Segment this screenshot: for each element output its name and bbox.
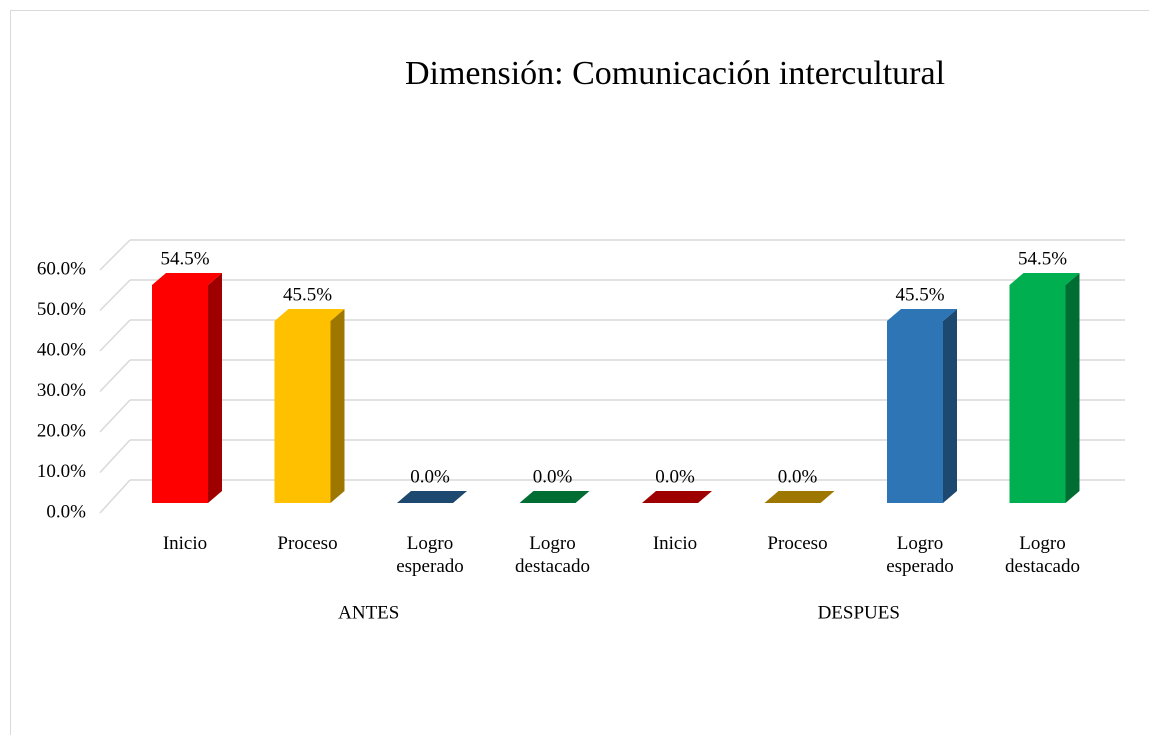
bar-side	[943, 309, 957, 503]
bar	[764, 491, 835, 503]
data-label: 0.0%	[533, 466, 573, 487]
data-label: 45.5%	[283, 284, 332, 305]
grid-line-side	[99, 439, 131, 474]
bar-front	[1009, 285, 1066, 503]
bar-top	[152, 273, 222, 285]
data-label: 0.0%	[655, 466, 695, 487]
bar-front	[887, 321, 943, 503]
bar-top	[397, 491, 467, 503]
data-label: 0.0%	[410, 466, 450, 487]
y-tick-label: 50.0%	[37, 299, 86, 320]
x-tick-label: Proceso	[767, 533, 828, 554]
x-tick-label: Inicio	[652, 533, 698, 554]
bar-top	[642, 491, 712, 503]
x-tick-label: Logro esperado	[396, 533, 464, 577]
data-label: 45.5%	[895, 284, 944, 305]
bar	[274, 309, 345, 503]
bar	[397, 491, 467, 503]
bar	[152, 273, 222, 503]
bar-top	[1009, 273, 1080, 285]
bar-top	[274, 309, 345, 321]
bar-front	[152, 285, 208, 503]
y-tick-label: 40.0%	[37, 339, 86, 360]
y-tick-label: 0.0%	[46, 501, 86, 522]
data-label: 54.5%	[1018, 248, 1067, 269]
bar-top	[764, 491, 835, 503]
y-tick-label: 30.0%	[37, 380, 86, 401]
x-tick-label: Inicio	[162, 533, 208, 554]
bar-side	[330, 309, 345, 503]
chart-frame	[10, 10, 1149, 735]
bar	[1009, 273, 1080, 503]
y-tick-label: 10.0%	[37, 461, 86, 482]
bar	[519, 491, 590, 503]
bar	[887, 309, 957, 503]
grid-line-side	[99, 359, 131, 393]
grid-line-side	[99, 399, 131, 433]
bar-side	[1065, 273, 1080, 503]
x-tick-label: Proceso	[277, 533, 338, 554]
y-tick-label: 60.0%	[37, 258, 86, 279]
bar-top	[887, 309, 957, 321]
chart-title: Dimensión: Comunicación intercultural	[405, 55, 945, 92]
bar-side	[208, 273, 222, 503]
bar-front	[274, 321, 331, 503]
x-tick-label: Logro destacado	[1005, 533, 1080, 577]
grid-line-side	[99, 479, 131, 514]
data-label: 54.5%	[160, 248, 209, 269]
group-label: DESPUES	[818, 602, 900, 623]
data-label: 0.0%	[778, 466, 818, 487]
grid-line-side	[99, 319, 131, 352]
x-tick-label: Logro esperado	[886, 533, 954, 577]
x-tick-label: Logro destacado	[515, 533, 590, 577]
bar	[642, 491, 712, 503]
y-tick-label: 20.0%	[37, 420, 86, 441]
group-label: ANTES	[338, 602, 399, 623]
grid-line-side	[99, 279, 131, 312]
bar-top	[519, 491, 590, 503]
grid-line-side	[99, 239, 131, 271]
